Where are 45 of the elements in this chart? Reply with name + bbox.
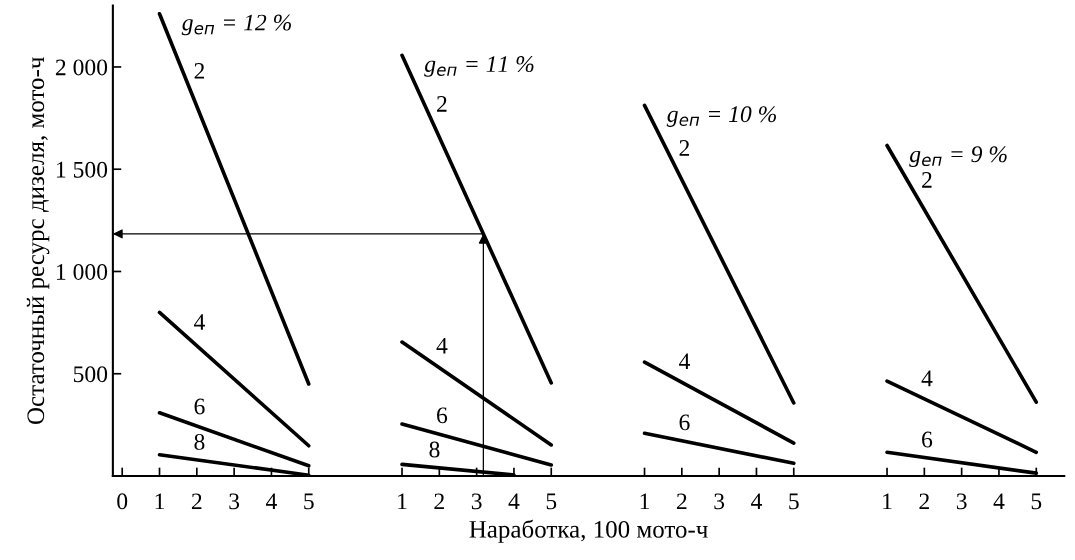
annotation: g$_{еп}$ = 11 % xyxy=(424,56,534,77)
x-tick-label: 3 xyxy=(956,493,967,510)
x-tick-label: 1 xyxy=(155,493,164,510)
x-tick-label: 1 xyxy=(398,493,407,510)
x-tick-label: 1 xyxy=(640,493,650,510)
x-tick-label: 5 xyxy=(546,493,557,510)
series-label: 6 xyxy=(922,431,933,448)
series-label: 2 xyxy=(679,140,690,156)
series-label: 6 xyxy=(194,398,205,415)
x-tick-label: 4 xyxy=(266,493,277,510)
x-tick-label: 5 xyxy=(304,493,314,510)
x-tick-label: 3 xyxy=(714,493,725,510)
series-label: 4 xyxy=(436,337,448,354)
y-tick-label: 500 xyxy=(73,366,108,383)
y-tick-label: 2 000 xyxy=(55,59,108,76)
x-tick-label: 1 xyxy=(883,493,892,510)
series-label: 8 xyxy=(429,441,440,458)
annotation: g$_{еп}$ = 9 % xyxy=(909,146,1007,168)
y-axis-title: Остаточный ресурс дизеля, мото-ч xyxy=(26,57,50,425)
y-tick-label: 1 000 xyxy=(56,263,108,280)
x-tick-label: 3 xyxy=(471,493,482,510)
x-tick-label: 5 xyxy=(789,493,799,510)
series-label: 4 xyxy=(193,314,205,330)
x-tick-label: 2 xyxy=(191,493,202,510)
x-tick-label: 3 xyxy=(229,493,240,510)
x-axis-title: Наработка, 100 мото-ч xyxy=(469,519,708,543)
annotation: g$_{еп}$ = 12 % xyxy=(181,14,291,36)
x-tick-label: 2 xyxy=(919,493,929,510)
series-label: 6 xyxy=(679,414,690,431)
series-label: 8 xyxy=(194,433,205,450)
x-tick-label: 4 xyxy=(993,493,1005,510)
x-tick-label: 4 xyxy=(508,493,520,510)
x-tick-label: 4 xyxy=(751,493,762,510)
series-label: 2 xyxy=(922,172,932,188)
x-tick-label: 5 xyxy=(1031,493,1042,510)
series-label: 6 xyxy=(437,407,448,424)
series-label: 2 xyxy=(437,96,447,112)
y-tick-label: 1 500 xyxy=(56,161,108,178)
series-label: 2 xyxy=(194,62,205,79)
series-label: 4 xyxy=(921,370,933,387)
x-tick-label: 2 xyxy=(676,493,687,510)
series-label: 4 xyxy=(679,353,690,370)
x-tick-label: 2 xyxy=(434,493,444,510)
x-tick-label: 0 xyxy=(117,493,128,510)
annotation: g$_{еп}$ = 10 % xyxy=(666,106,776,127)
